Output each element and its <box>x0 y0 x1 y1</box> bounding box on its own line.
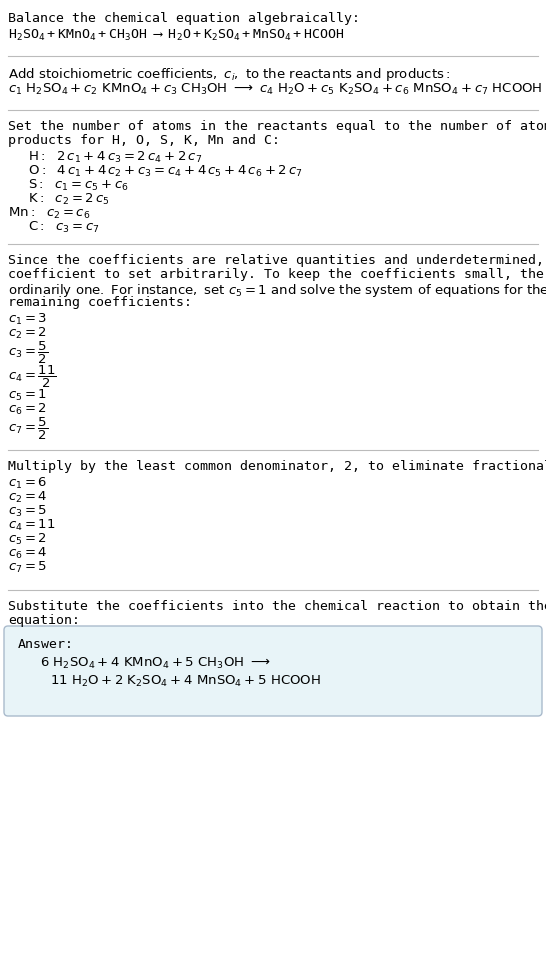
Text: Set the number of atoms in the reactants equal to the number of atoms in the: Set the number of atoms in the reactants… <box>8 120 546 133</box>
Text: $c_3 = 5$: $c_3 = 5$ <box>8 504 47 519</box>
Text: equation:: equation: <box>8 614 80 627</box>
Text: Balance the chemical equation algebraically:: Balance the chemical equation algebraica… <box>8 12 360 25</box>
Text: coefficient to set arbitrarily. To keep the coefficients small, the arbitrary va: coefficient to set arbitrarily. To keep … <box>8 268 546 281</box>
Text: $c_2 = 4$: $c_2 = 4$ <box>8 490 48 506</box>
Text: $c_4 = 11$: $c_4 = 11$ <box>8 518 56 533</box>
Text: products for H, O, S, K, Mn and C:: products for H, O, S, K, Mn and C: <box>8 134 280 147</box>
Text: $\mathrm{H:}\ \ 2\,c_1 + 4\,c_3 = 2\,c_4 + 2\,c_7$: $\mathrm{H:}\ \ 2\,c_1 + 4\,c_3 = 2\,c_4… <box>28 150 203 166</box>
Text: $\mathtt{H_2SO_4 + KMnO_4 + CH_3OH \ \longrightarrow \ H_2O + K_2SO_4 + MnSO_4 +: $\mathtt{H_2SO_4 + KMnO_4 + CH_3OH \ \lo… <box>8 28 345 43</box>
Text: $\mathrm{ordinarily\ one.\ For\ instance,\ set\ }c_5 = 1\mathrm{\ and\ solve\ th: $\mathrm{ordinarily\ one.\ For\ instance… <box>8 282 546 299</box>
Text: $c_2 = 2$: $c_2 = 2$ <box>8 326 47 341</box>
Text: $c_5 = 1$: $c_5 = 1$ <box>8 388 47 403</box>
Text: Answer:: Answer: <box>18 638 74 651</box>
Text: $\mathrm{K:}\ \ c_2 = 2\,c_5$: $\mathrm{K:}\ \ c_2 = 2\,c_5$ <box>28 192 110 207</box>
Text: $\mathrm{C:}\ \ c_3 = c_7$: $\mathrm{C:}\ \ c_3 = c_7$ <box>28 220 100 235</box>
Text: $c_7 = \dfrac{5}{2}$: $c_7 = \dfrac{5}{2}$ <box>8 416 48 442</box>
Text: $\mathrm{S:}\ \ c_1 = c_5 + c_6$: $\mathrm{S:}\ \ c_1 = c_5 + c_6$ <box>28 178 129 193</box>
Text: Multiply by the least common denominator, 2, to eliminate fractional coefficient: Multiply by the least common denominator… <box>8 460 546 473</box>
Text: $\mathrm{O:}\ \ 4\,c_1 + 4\,c_2 + c_3 = c_4 + 4\,c_5 + 4\,c_6 + 2\,c_7$: $\mathrm{O:}\ \ 4\,c_1 + 4\,c_2 + c_3 = … <box>28 164 303 179</box>
Text: $\mathrm{Add\ stoichiometric\ coefficients,\ }c_i\mathrm{,\ to\ the\ reactants\ : $\mathrm{Add\ stoichiometric\ coefficien… <box>8 66 450 83</box>
Text: $c_5 = 2$: $c_5 = 2$ <box>8 532 47 547</box>
Text: Since the coefficients are relative quantities and underdetermined, choose a: Since the coefficients are relative quan… <box>8 254 546 267</box>
FancyBboxPatch shape <box>4 626 542 716</box>
Text: $c_6 = 2$: $c_6 = 2$ <box>8 402 47 417</box>
Text: $6\ \mathrm{H_2SO_4} + 4\ \mathrm{KMnO_4} + 5\ \mathrm{CH_3OH}\ \longrightarrow$: $6\ \mathrm{H_2SO_4} + 4\ \mathrm{KMnO_4… <box>40 656 271 671</box>
Text: $c_1 = 3$: $c_1 = 3$ <box>8 312 47 327</box>
Text: $c_1 = 6$: $c_1 = 6$ <box>8 476 48 491</box>
Text: $c_3 = \dfrac{5}{2}$: $c_3 = \dfrac{5}{2}$ <box>8 340 48 366</box>
Text: Substitute the coefficients into the chemical reaction to obtain the balanced: Substitute the coefficients into the che… <box>8 600 546 613</box>
Text: remaining coefficients:: remaining coefficients: <box>8 296 192 309</box>
Text: $\mathrm{Mn:}\ \ c_2 = c_6$: $\mathrm{Mn:}\ \ c_2 = c_6$ <box>8 206 91 221</box>
Text: $11\ \mathrm{H_2O} + 2\ \mathrm{K_2SO_4} + 4\ \mathrm{MnSO_4} + 5\ \mathrm{HCOOH: $11\ \mathrm{H_2O} + 2\ \mathrm{K_2SO_4}… <box>50 674 321 689</box>
Text: $c_7 = 5$: $c_7 = 5$ <box>8 560 47 575</box>
Text: $c_4 = \dfrac{11}{2}$: $c_4 = \dfrac{11}{2}$ <box>8 364 57 391</box>
Text: $c_1\ \mathrm{H_2SO_4} + c_2\ \mathrm{KMnO_4} + c_3\ \mathrm{CH_3OH}\ \longright: $c_1\ \mathrm{H_2SO_4} + c_2\ \mathrm{KM… <box>8 82 543 97</box>
Text: $c_6 = 4$: $c_6 = 4$ <box>8 546 48 561</box>
